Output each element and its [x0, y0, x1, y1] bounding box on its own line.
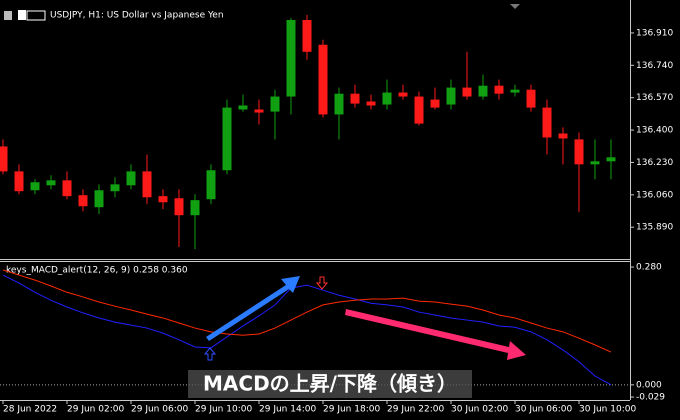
candle-body — [510, 89, 520, 93]
rise-arrow — [206, 276, 300, 341]
candle-body — [158, 196, 168, 203]
candle-body — [110, 184, 120, 192]
candle-body — [0, 146, 8, 172]
candle-body — [222, 107, 232, 171]
candle-body — [62, 180, 72, 197]
candle-body — [286, 19, 296, 97]
candle-body — [142, 171, 152, 198]
candle-body — [30, 182, 40, 191]
candle-body — [462, 87, 472, 97]
candle-body — [558, 133, 568, 139]
candle-body — [590, 161, 600, 165]
icon — [26, 10, 46, 21]
candle-body — [398, 92, 408, 97]
x-tick-label: 30 Jun 10:00 — [579, 405, 636, 415]
candle-body — [366, 101, 376, 106]
candle-body — [238, 105, 248, 110]
candle-body — [174, 198, 184, 216]
candle-body — [270, 96, 280, 112]
y-tick-label: 136.740 — [636, 61, 673, 71]
candle-body — [382, 92, 392, 105]
x-tick-label: 30 Jun 06:00 — [515, 405, 572, 415]
candle-body — [606, 157, 616, 162]
x-tick-label: 29 Jun 14:00 — [259, 405, 316, 415]
x-tick-label: 29 Jun 02:00 — [67, 405, 124, 415]
icon — [4, 11, 12, 20]
scroll-marker — [510, 4, 520, 9]
candle-body — [126, 171, 136, 186]
x-tick-label: 29 Jun 18:00 — [323, 405, 380, 415]
indicator-line — [2, 269, 612, 353]
indicator-line — [2, 274, 612, 386]
candle-body — [302, 19, 312, 52]
icon — [18, 10, 26, 20]
candle-body — [318, 44, 328, 115]
y-tick-label: 135.890 — [636, 223, 673, 233]
x-tick-label: 28 Jun 2022 — [3, 405, 57, 415]
y-tick-label: 0.000 — [636, 380, 662, 390]
candle-body — [254, 109, 264, 113]
y-tick-label: 136.230 — [636, 158, 673, 168]
fall-arrow — [345, 309, 526, 360]
indicator-title: keys_MACD_alert(12, 26, 9) 0.258 0.360 — [6, 266, 188, 276]
y-tick-label: 136.570 — [636, 93, 673, 103]
candle-body — [494, 85, 504, 94]
y-tick-label: 136.910 — [636, 28, 673, 38]
candle-body — [206, 170, 216, 200]
candle-body — [190, 200, 200, 216]
candle-body — [574, 139, 584, 165]
candle-body — [350, 93, 360, 104]
candle-body — [526, 89, 536, 108]
candle-body — [46, 180, 56, 186]
y-tick-label: 136.400 — [636, 126, 673, 136]
candle-body — [542, 107, 552, 138]
candle-body — [478, 85, 488, 97]
x-tick-label: 29 Jun 22:00 — [387, 405, 444, 415]
chart-title: USDJPY, H1: US Dollar vs Japanese Yen — [50, 11, 224, 21]
y-tick-label: 136.060 — [636, 190, 673, 200]
x-tick-label: 29 Jun 06:00 — [131, 405, 188, 415]
candle-body — [94, 190, 104, 208]
candle-body — [446, 87, 456, 105]
caption: MACDの上昇/下降（傾き） — [203, 372, 457, 396]
y-tick-label: 0.280 — [636, 263, 662, 273]
caption-band — [188, 370, 472, 398]
candle-body — [430, 99, 440, 108]
y-tick-label: -0.029 — [636, 393, 665, 403]
buy-signal — [203, 347, 217, 361]
x-tick-label: 29 Jun 10:00 — [195, 405, 252, 415]
sell-signal — [315, 276, 329, 290]
candle-body — [334, 93, 344, 115]
candle-body — [78, 195, 88, 207]
x-tick-label: 30 Jun 02:00 — [451, 405, 508, 415]
candle-body — [14, 171, 24, 192]
candle-body — [414, 96, 424, 124]
